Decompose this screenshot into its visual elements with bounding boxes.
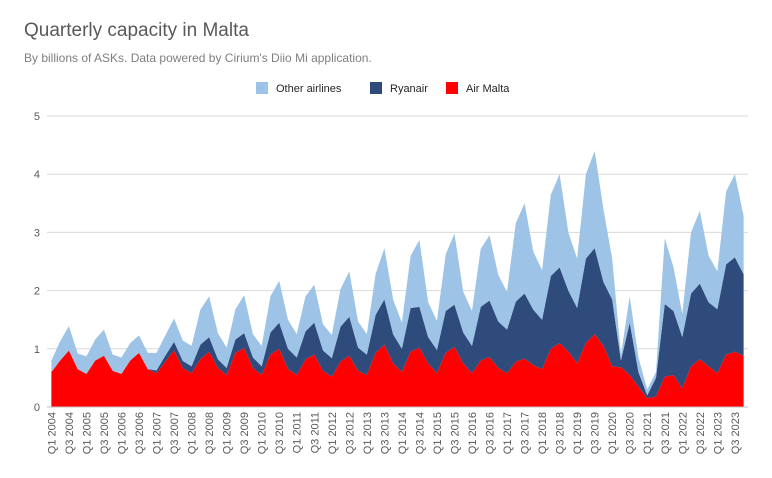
x-tick-label: Q1 2017 [502, 412, 514, 454]
x-tick-label: Q3 2012 [344, 412, 356, 454]
y-tick-label: 1 [34, 344, 40, 356]
x-tick-label: Q1 2020 [607, 412, 619, 454]
x-tick-label: Q3 2023 [730, 412, 742, 454]
x-tick-label: Q1 2011 [292, 412, 304, 453]
series-area-ryanair [51, 248, 744, 399]
y-tick-label: 0 [34, 402, 40, 414]
x-tick-label: Q3 2020 [625, 412, 637, 454]
x-tick-label: Q3 2013 [379, 412, 391, 454]
x-tick-label: Q3 2009 [239, 412, 251, 454]
legend-label-airmalta: Air Malta [466, 83, 510, 95]
x-tick-label: Q1 2007 [152, 412, 164, 454]
x-tick-label: Q1 2004 [46, 412, 58, 454]
y-tick-label: 2 [34, 286, 40, 298]
x-tick-label: Q3 2007 [169, 412, 181, 454]
x-tick-label: Q1 2010 [257, 412, 269, 454]
x-tick-label: Q3 2015 [449, 412, 461, 454]
x-tick-label: Q3 2022 [695, 412, 707, 454]
x-tick-label: Q1 2022 [677, 412, 689, 454]
x-tick-label: Q1 2016 [467, 412, 479, 454]
x-tick-label: Q3 2008 [204, 412, 216, 454]
x-tick-label: Q1 2015 [432, 412, 444, 454]
y-tick-label: 3 [34, 227, 40, 239]
x-tick-label: Q3 2010 [274, 412, 286, 454]
x-tick-label: Q3 2019 [590, 412, 602, 454]
x-tick-label: Q1 2005 [81, 412, 93, 454]
y-tick-label: 4 [34, 169, 40, 181]
x-tick-label: Q3 2014 [414, 412, 426, 454]
x-tick-label: Q3 2006 [134, 412, 146, 454]
series-area-airmalta [51, 334, 744, 407]
x-tick-label: Q3 2018 [555, 412, 567, 454]
x-tick-label: Q1 2014 [397, 412, 409, 454]
x-tick-label: Q1 2012 [327, 412, 339, 454]
x-tick-label: Q1 2008 [187, 412, 199, 454]
x-tick-label: Q3 2021 [660, 412, 672, 454]
series-area-other [51, 150, 744, 396]
x-tick-label: Q3 2011 [309, 412, 321, 453]
x-tick-label: Q1 2018 [537, 412, 549, 454]
x-tick-label: Q1 2023 [712, 412, 724, 454]
x-tick-label: Q3 2016 [485, 412, 497, 454]
x-tick-label: Q3 2005 [99, 412, 111, 454]
x-tick-label: Q3 2004 [64, 412, 76, 454]
chart-subtitle: By billions of ASKs. Data powered by Cir… [24, 51, 372, 65]
x-tick-label: Q1 2013 [362, 412, 374, 454]
legend-label-ryanair: Ryanair [390, 83, 428, 95]
x-tick-label: Q1 2006 [116, 412, 128, 454]
legend-swatch-airmalta [446, 82, 458, 94]
legend-label-other: Other airlines [276, 83, 342, 95]
x-tick-label: Q3 2017 [520, 412, 532, 454]
y-tick-label: 5 [34, 111, 40, 123]
legend-swatch-other [256, 82, 268, 94]
x-tick-label: Q1 2009 [222, 412, 234, 454]
x-tick-label: Q1 2021 [642, 412, 654, 454]
x-tick-label: Q1 2019 [572, 412, 584, 454]
legend-swatch-ryanair [370, 82, 382, 94]
chart-title: Quarterly capacity in Malta [24, 20, 249, 41]
